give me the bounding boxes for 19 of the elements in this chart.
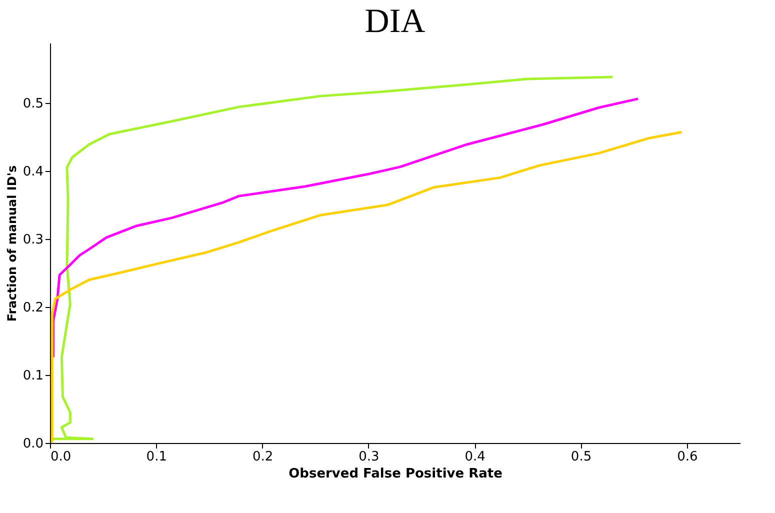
x-tick-label: 0.0 (50, 450, 72, 464)
y-tick-label: 0.0 (22, 436, 44, 452)
y-tick-label: 0.5 (22, 96, 44, 112)
line-series (50, 76, 614, 440)
x-axis-title: Observed False Positive Rate (288, 466, 503, 482)
x-tick-label: 0.2 (252, 450, 274, 464)
y-tick-label: 0.4 (22, 164, 44, 180)
x-tick-label: 0.6 (677, 450, 698, 464)
x-tick-label: 0.4 (464, 450, 486, 464)
line-series (50, 130, 683, 444)
x-tick-label: 0.1 (146, 450, 167, 464)
line-series (52, 98, 640, 359)
x-tick-label: 0.3 (358, 450, 380, 464)
y-tick-label: 0.1 (22, 368, 44, 384)
y-tick-label: 0.3 (22, 232, 44, 248)
y-axis-title: Fraction of manual ID's (4, 165, 19, 322)
chart-title: DIA (364, 3, 426, 40)
x-tick-label: 0.5 (570, 450, 592, 464)
y-tick-label: 0.2 (22, 300, 44, 316)
